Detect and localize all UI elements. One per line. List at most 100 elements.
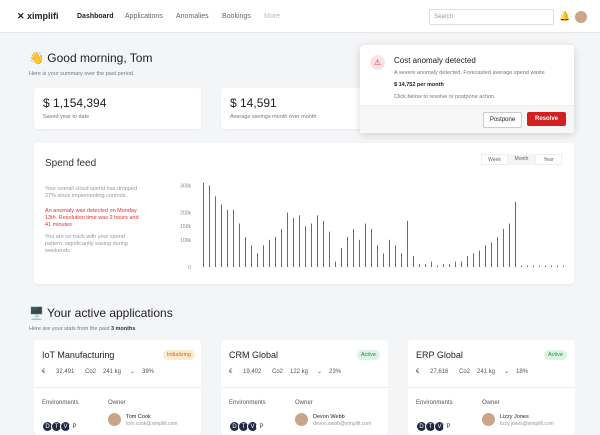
y-tick-label: 100k [180,238,191,244]
arrow-icon: ⌄ [504,369,510,375]
bar [521,265,522,267]
popup-amount: $ 14,752 per month [394,82,444,88]
bar [239,223,240,267]
cost: 32,491 [56,369,75,375]
bar [251,245,252,267]
app-card[interactable]: IoT Manufacturing Initializing €32,491 Co2 2… [34,340,201,435]
owner-email: lizzy.jones@ximplifi.com [500,421,554,427]
logo[interactable]: ✕ ximplifi [17,11,59,21]
bar [347,237,348,267]
bar [503,228,504,267]
owner-email: tom.cook@ximplifi.com [126,421,178,427]
owner-avatar [295,413,308,426]
bar [341,247,342,267]
bar [323,220,324,267]
feed-note: An anomaly was detected on Monday 13th. … [45,208,139,228]
bar [389,239,390,267]
owner-email: devon.webb@ximplifi.com [313,421,372,427]
app-card[interactable]: ERP Global Active €27,616 Co2 241 kg ⌄ 18% Envi… [408,340,575,435]
status-badge: Active [357,350,380,360]
bar [467,256,468,267]
bar [527,265,528,267]
arrow-icon: ⌄ [130,369,136,375]
y-tick-label: 300k [180,183,191,189]
co2: 241 kg [103,369,122,375]
bar [293,218,294,267]
app-name: CRM Global [229,350,279,360]
bar [269,239,270,267]
co2: 122 kg [290,369,309,375]
nav-item[interactable]: More [264,13,280,20]
avatar[interactable] [575,11,587,23]
bar [287,212,288,267]
bar [245,237,246,267]
bar [299,215,300,267]
bar [395,245,396,267]
co2-label: Co2 [459,369,471,375]
bar [425,264,426,267]
bar [479,250,480,267]
bar [203,182,204,267]
tab[interactable]: Week [481,154,508,165]
bar [491,242,492,267]
co2: 241 kg [477,369,496,375]
bar [305,226,306,267]
owner-name: Lizzy Jones [500,414,529,420]
resolve-button[interactable]: Resolve [527,112,566,126]
bar [317,215,318,267]
bar [257,253,258,267]
bar [377,245,378,267]
status-badge: Initializing [162,350,195,360]
env-label: Environments [229,400,266,406]
apps-title: 🖥️ Your active applications [29,306,173,320]
bar [221,204,222,267]
arrow-icon: ⌄ [317,369,323,375]
bar [371,228,372,267]
y-tick-label: 150k [180,224,191,230]
bar [449,264,450,267]
stat-value: $ 1,154,394 [43,96,107,110]
nav-item[interactable]: Bookings [222,13,251,20]
bar [533,265,534,267]
bar [539,265,540,267]
co2-label: Co2 [272,369,284,375]
feed-note: Your overall cloud spend has dropped 27%… [45,186,138,199]
bar [407,220,408,267]
anomaly-popup: ⚠ Cost anomaly detected A severe anomaly… [360,45,574,133]
nav-item[interactable]: Applications [125,13,163,20]
app-card[interactable]: CRM Global Active €19,402 Co2 122 kg ⌄ 23% Envi… [221,340,388,435]
postpone-button[interactable]: Postpone [483,112,522,128]
bar [515,201,516,267]
apps-subtitle-bold: 3 months [110,326,136,332]
bar [431,261,432,267]
bar [551,265,552,267]
greeting-sub: Here is your summary over the past perio… [29,71,135,77]
popup-hint: Click below to resolve or postpone actio… [394,94,496,100]
popup-text: A severe anomaly detected. Forecasted av… [394,70,545,76]
bar [413,256,414,267]
bar [233,209,234,267]
tab[interactable]: Year [535,154,562,165]
bar [443,264,444,267]
owner-name: Tom Cook [126,414,151,420]
status-badge: Active [544,350,567,360]
app-name: ERP Global [416,350,463,360]
owner-label: Owner [295,400,313,406]
app-name: IoT Manufacturing [42,350,115,360]
nav-item[interactable]: Anomalies [176,13,209,20]
bar [383,253,384,267]
search[interactable]: Search [429,9,554,25]
bell[interactable]: 🔔 [559,11,571,21]
cost: 27,616 [430,369,449,375]
bar [329,231,330,267]
tab[interactable]: Month [514,156,529,162]
currency: € [416,369,420,375]
nav-item[interactable]: Dashboard [77,13,114,20]
nav-bar: ✕ ximplifi Dashboard Applications Anomalie… [0,0,600,33]
bar [353,228,354,267]
apps-subtitle: Here are your stats from the past 3 mont… [29,326,135,332]
